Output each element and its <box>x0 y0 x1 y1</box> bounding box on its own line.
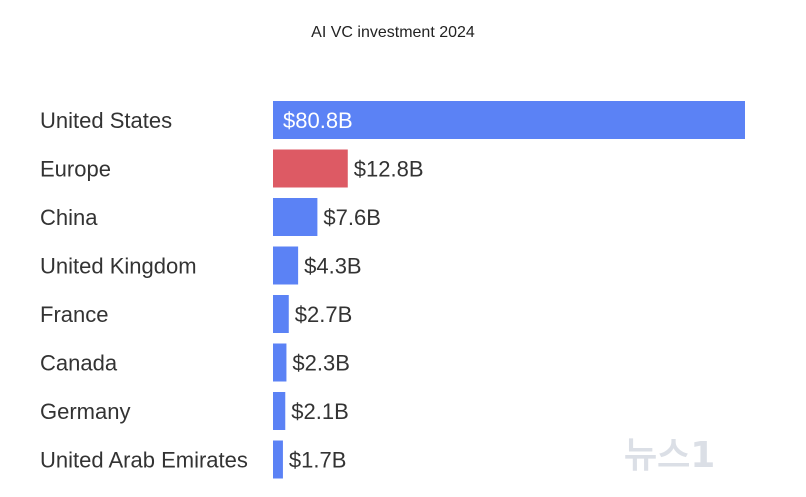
bar <box>273 440 283 479</box>
bar <box>273 392 286 430</box>
chart-title: AI VC investment 2024 <box>311 24 475 41</box>
category-label: Europe <box>40 157 111 182</box>
category-label: Germany <box>40 399 130 424</box>
category-label: United Kingdom <box>40 254 197 279</box>
value-label: $2.1B <box>291 399 349 424</box>
news1-watermark-logo: 뉴스1 <box>624 435 715 476</box>
category-label: United States <box>40 108 172 133</box>
bar <box>273 149 348 188</box>
value-label: $12.8B <box>354 157 424 182</box>
category-label: China <box>40 205 98 230</box>
bar <box>273 198 318 236</box>
bar <box>273 246 299 285</box>
value-label: $2.3B <box>292 351 350 376</box>
watermark-text: 뉴스1 <box>624 435 715 476</box>
value-label: $1.7B <box>289 448 347 473</box>
value-label: $80.8B <box>283 108 353 133</box>
category-label: Canada <box>40 351 118 376</box>
bar <box>273 295 289 333</box>
value-label: $7.6B <box>323 205 381 230</box>
category-label: France <box>40 302 108 327</box>
value-label: $4.3B <box>304 254 362 279</box>
bar <box>273 343 287 382</box>
category-label: United Arab Emirates <box>40 448 248 473</box>
value-label: $2.7B <box>295 302 353 327</box>
bar <box>273 101 745 139</box>
